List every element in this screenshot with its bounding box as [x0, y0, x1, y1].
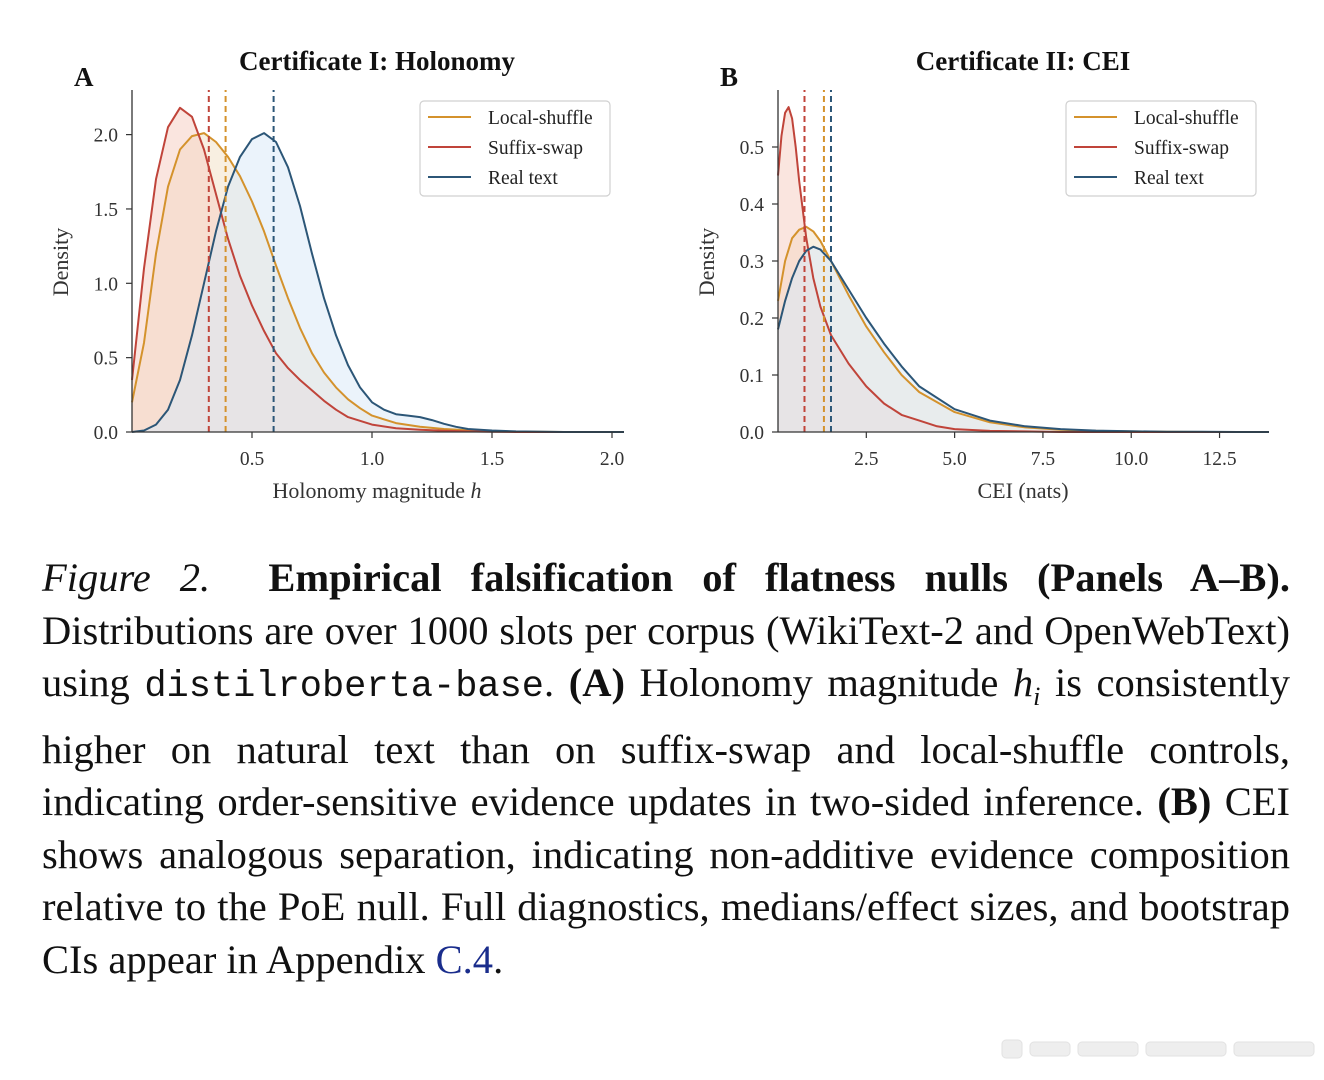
watermark — [1001, 1039, 1315, 1059]
panel-a-legend-local-shuffle: Local-shuffle — [488, 108, 593, 129]
caption-model-name: distilroberta-base — [144, 666, 545, 708]
panel-a-xlabel: Holonomy magnitude h — [273, 478, 482, 503]
caption-label: Figure 2. — [42, 555, 211, 600]
panel-b-ytick-label: 0.0 — [740, 423, 764, 444]
watermark-mark-2 — [1029, 1041, 1071, 1057]
panel-b: B Certificate II: CEI Density CEI (nats)… — [694, 46, 1269, 503]
panel-a-ylabel: Density — [48, 228, 73, 296]
watermark-mark-1 — [1001, 1039, 1023, 1059]
watermark-mark-5 — [1233, 1041, 1315, 1057]
panel-b-plot-area: 2.5 5.0 7.5 10.0 12.5 0.0 0.1 0.2 0.3 0.4 0.5 — [740, 90, 1269, 470]
panel-b-legend-suffix-swap: Suffix-swap — [1134, 138, 1229, 159]
panel-a-xtick-label: 2.0 — [600, 449, 624, 470]
panel-a: A Certificate I: Holonomy Density Holono… — [48, 46, 624, 503]
panel-a-line-suffix-swap — [131, 106, 624, 433]
panel-a-legend-box — [419, 100, 611, 197]
panel-b-legend-real-text: Real text — [1134, 168, 1204, 189]
caption-text-1: Distributions are over 1000 slots per co… — [42, 607, 1290, 706]
panel-b-line-suffix-swap — [777, 106, 1269, 433]
panel-a-letter: A — [74, 62, 94, 92]
panel-a-xtick-label: 1.0 — [360, 449, 384, 470]
watermark-mark-4 — [1145, 1041, 1227, 1057]
panel-b-xtick-label: 10.0 — [1114, 449, 1148, 470]
panel-a-line-real-text — [131, 132, 624, 433]
figure-caption: Figure 2. Empirical falsification of fla… — [42, 552, 1290, 986]
panel-b-xtick-label: 5.0 — [942, 449, 966, 470]
panel-a-ytick-label: 2.0 — [94, 126, 118, 147]
panel-a-ytick-label: 1.5 — [94, 200, 118, 221]
panel-b-ytick-label: 0.4 — [740, 195, 765, 216]
panel-b-fill-real-text — [778, 246, 1269, 432]
panel-b-legend-box — [1065, 100, 1257, 197]
panel-b-legend-local-shuffle: Local-shuffle — [1134, 108, 1239, 129]
panel-b-xtick-label: 12.5 — [1202, 449, 1236, 470]
caption-text-4: is consistently higher on natural text t… — [42, 660, 1291, 825]
caption-b-marker: (B) — [1157, 779, 1212, 825]
caption-math-h: hi — [1012, 660, 1040, 711]
watermark-mark-3 — [1077, 1041, 1139, 1057]
panel-a-legend-real-text: Real text — [488, 168, 558, 189]
panel-b-xtick-label: 2.5 — [854, 449, 878, 470]
panel-a-xlabel-text: Holonomy magnitude — [273, 478, 471, 503]
panel-a-legend-suffix-swap: Suffix-swap — [488, 138, 583, 159]
panel-a-title: Certificate I: Holonomy — [239, 46, 515, 76]
caption-text-3: Holonomy magnitude — [639, 660, 999, 705]
panel-b-ytick-label: 0.5 — [740, 138, 764, 159]
panel-b-ytick-label: 0.3 — [740, 252, 764, 273]
figure-2: A Certificate I: Holonomy Density Holono… — [48, 46, 1269, 503]
caption-a-marker: (A) — [568, 660, 625, 705]
panel-a-xlabel-var: h — [470, 478, 481, 503]
panel-b-xlabel: CEI (nats) — [977, 478, 1068, 503]
panel-a-xtick-label: 1.5 — [480, 449, 504, 470]
panel-a-ytick-label: 0.0 — [94, 423, 118, 444]
panel-b-title: Certificate II: CEI — [916, 46, 1130, 76]
panel-b-ylabel: Density — [694, 228, 719, 296]
appendix-link[interactable]: C.4 — [435, 936, 494, 982]
panel-a-ytick-label: 1.0 — [94, 274, 118, 295]
panel-a-legend: Local-shuffle Suffix-swap Real text — [419, 100, 611, 197]
panel-a-plot-area: 0.5 1.0 1.5 2.0 0.0 0.5 1.0 1.5 2.0 — [94, 90, 624, 470]
caption-text-5: CEI shows analogous separation, indicati… — [42, 779, 1291, 982]
caption-math-h-sub: i — [1033, 682, 1041, 712]
caption-title: Empirical falsification of flatness null… — [268, 555, 1290, 600]
panel-b-ytick-label: 0.1 — [740, 366, 764, 387]
caption-math-h-base: h — [1012, 660, 1034, 705]
panel-a-xtick-label: 0.5 — [240, 449, 264, 470]
panel-b-xtick-label: 7.5 — [1031, 449, 1055, 470]
caption-text-6: . — [493, 936, 504, 982]
caption-text-2: . — [544, 660, 555, 705]
panel-b-legend: Local-shuffle Suffix-swap Real text — [1065, 100, 1257, 197]
panel-b-letter: B — [720, 62, 738, 92]
panel-a-ytick-label: 0.5 — [94, 349, 118, 370]
panel-a-line-local-shuffle — [131, 132, 624, 433]
panel-b-ytick-label: 0.2 — [740, 309, 764, 330]
